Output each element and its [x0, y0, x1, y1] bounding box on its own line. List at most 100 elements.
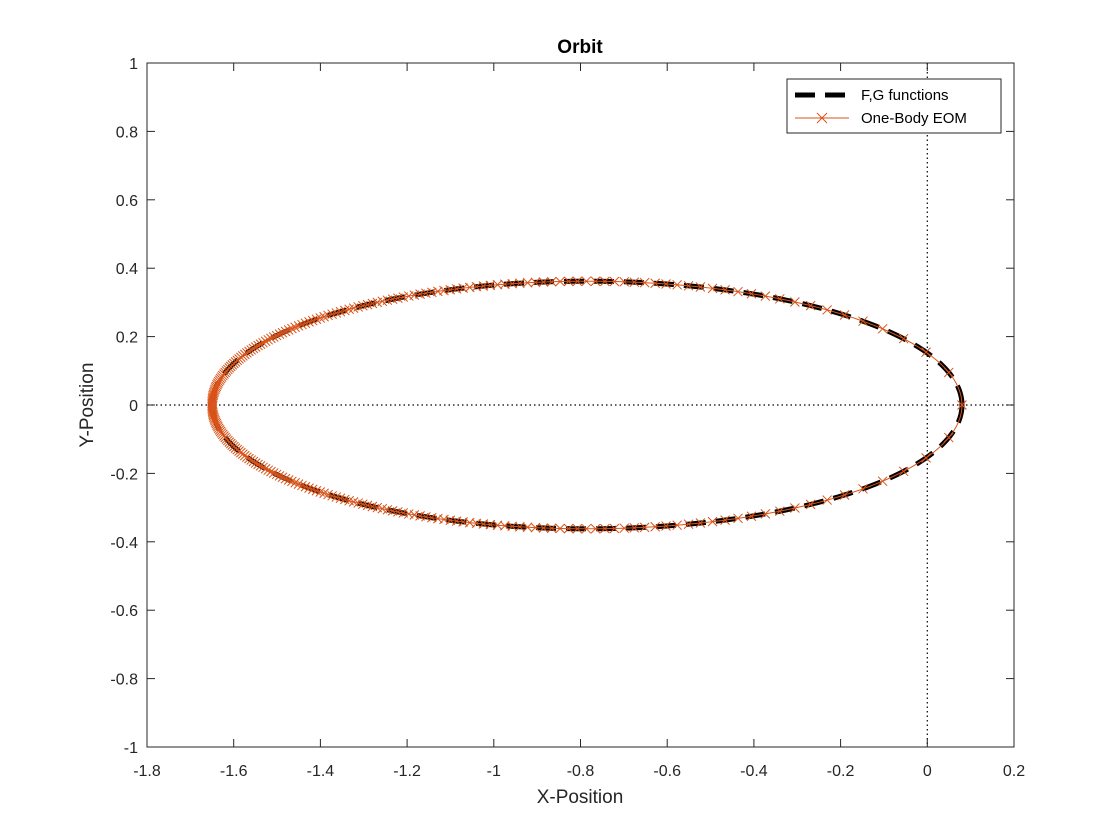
eom-marker	[957, 400, 967, 410]
eom-marker	[746, 511, 757, 522]
eom-marker	[774, 506, 785, 517]
eom-marker	[733, 286, 743, 297]
eom-marker	[839, 490, 850, 500]
y-tick-label: -0.8	[110, 672, 138, 689]
eom-marker	[805, 300, 816, 311]
eom-marker	[260, 336, 271, 347]
eom-marker	[255, 461, 266, 471]
eom-marker	[253, 459, 263, 470]
eom-marker	[211, 418, 222, 429]
eom-marker	[210, 417, 221, 427]
eom-marker	[600, 276, 610, 287]
eom-marker	[258, 462, 268, 473]
x-tick-label: 0.2	[1003, 763, 1025, 780]
eom-marker	[555, 276, 565, 287]
eom-marker	[290, 477, 301, 488]
eom-marker	[426, 287, 437, 298]
eom-marker	[439, 285, 449, 296]
y-tick-label: 0.2	[116, 330, 138, 347]
eom-marker	[707, 283, 718, 294]
eom-marker	[522, 522, 533, 533]
eom-marker	[499, 520, 510, 531]
eom-marker	[733, 513, 743, 524]
y-tick-label: 0.8	[116, 124, 138, 141]
eom-marker	[304, 483, 314, 493]
eom-marker	[307, 315, 318, 326]
eom-marker	[263, 465, 274, 476]
eom-marker	[507, 278, 518, 289]
eom-marker	[293, 321, 304, 331]
eom-marker	[260, 463, 271, 474]
x-tick-label: 0	[923, 763, 932, 780]
eom-marker	[315, 487, 326, 497]
eom-marker	[277, 327, 288, 338]
eom-marker	[315, 313, 326, 323]
eom-marker	[307, 484, 318, 495]
eom-marker	[421, 511, 431, 522]
eom-marker	[432, 286, 443, 297]
eom-marker	[514, 521, 525, 532]
legend-marker-eom	[816, 112, 828, 124]
x-tick-label: -1.2	[393, 763, 421, 780]
eom-marker	[572, 276, 583, 287]
eom-marker	[492, 520, 503, 531]
eom-marker	[707, 516, 718, 527]
eom-marker	[274, 470, 285, 481]
y-tick-label: 1	[129, 56, 138, 73]
series-one-body-eom-markers	[207, 276, 967, 534]
eom-marker	[695, 282, 706, 292]
eom-marker	[266, 333, 276, 344]
eom-marker	[760, 509, 771, 519]
eom-marker	[538, 523, 549, 533]
y-tick-label: 0.4	[116, 261, 138, 278]
eom-marker	[683, 280, 694, 291]
x-tick-label: -1.8	[133, 763, 161, 780]
eom-marker	[822, 495, 833, 505]
eom-marker	[300, 481, 311, 492]
y-tick-label: 0.6	[116, 193, 138, 210]
eom-marker	[263, 334, 274, 345]
x-axis-label: X-Position	[537, 787, 624, 808]
eom-marker	[514, 278, 525, 289]
eom-marker	[639, 522, 650, 533]
eom-marker	[426, 512, 437, 523]
eom-marker	[790, 503, 800, 513]
x-tick-label: -0.4	[740, 763, 768, 780]
eom-marker	[650, 278, 661, 289]
eom-marker	[213, 378, 223, 389]
eom-marker	[619, 276, 630, 287]
y-tick-label: -0.4	[110, 535, 138, 552]
eom-marker	[581, 276, 592, 287]
eom-marker	[290, 322, 301, 333]
eom-marker	[212, 420, 222, 431]
eom-marker	[898, 333, 909, 344]
eom-marker	[590, 523, 601, 534]
eom-marker	[507, 521, 518, 532]
eom-marker	[522, 277, 533, 288]
y-tick-label: 0	[129, 398, 138, 415]
eom-marker	[921, 347, 931, 357]
eom-marker	[421, 288, 431, 299]
x-tick-label: -0.8	[567, 763, 595, 780]
eom-marker	[499, 279, 510, 290]
eom-marker	[283, 325, 294, 335]
y-tick-label: -0.6	[110, 603, 138, 620]
x-axis: -1.8 -1.6 -1.4 -1.2 -1 -0.8 -0.6 -0.4 -0.2 0 0.2	[133, 63, 1025, 780]
eom-marker	[300, 318, 311, 329]
eom-marker	[695, 518, 706, 528]
eom-marker	[253, 340, 263, 351]
y-tick-label: -0.2	[110, 466, 138, 483]
reference-lines	[147, 63, 1014, 747]
x-tick-label: -1	[487, 763, 501, 780]
eom-marker	[619, 523, 630, 534]
x-tick-label: -1.6	[220, 763, 248, 780]
eom-marker	[271, 469, 282, 480]
eom-marker	[672, 520, 683, 531]
eom-marker	[760, 291, 771, 301]
eom-marker	[720, 515, 730, 525]
eom-marker	[650, 521, 661, 532]
eom-marker	[629, 277, 640, 288]
series-layer	[207, 276, 967, 534]
eom-marker	[304, 317, 314, 327]
eom-marker	[774, 293, 785, 304]
